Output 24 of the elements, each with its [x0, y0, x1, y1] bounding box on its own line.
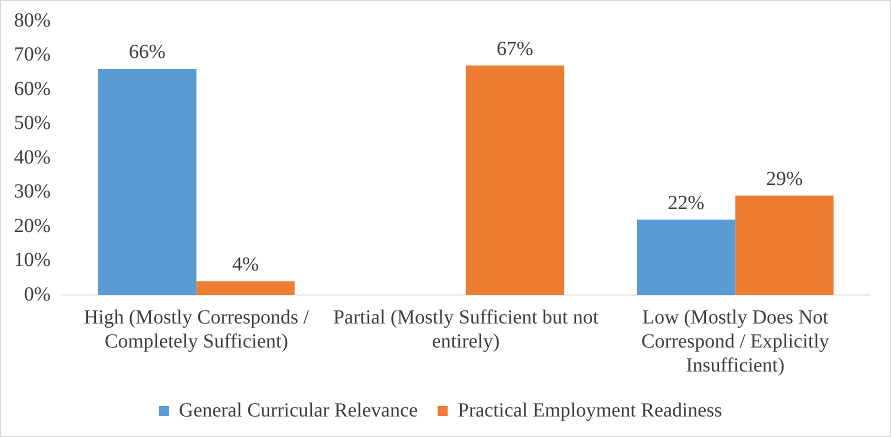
x-tick-label: High (Mostly Corresponds / Completely Sufficient): [84, 306, 310, 352]
legend-label: General Curricular Relevance: [178, 399, 418, 422]
y-tick-label: 30%: [14, 180, 51, 202]
y-tick-label: 10%: [14, 249, 51, 271]
y-tick-label: 80%: [14, 9, 51, 32]
bar: [466, 66, 564, 295]
data-label: 4%: [232, 254, 259, 276]
x-tick-label: Partial (Mostly Sufficient but not entirely): [333, 306, 599, 352]
data-label: 29%: [766, 168, 803, 190]
data-label: 67%: [496, 38, 534, 60]
y-tick-label: 20%: [14, 214, 51, 237]
bar: [196, 281, 295, 295]
y-tick-label: 60%: [14, 78, 51, 100]
legend-label: Practical Employment Readiness: [458, 399, 722, 422]
bar: [636, 220, 736, 295]
data-label: 66%: [128, 41, 166, 64]
y-tick-label: 70%: [14, 44, 51, 66]
x-tick-label: Low (Mostly Does Not Correspond / Explicitly Insufficient): [641, 306, 830, 376]
data-label: 22%: [668, 192, 704, 214]
y-tick-label: 50%: [14, 112, 51, 134]
bar: [735, 196, 834, 295]
y-tick-label: 0%: [24, 283, 51, 306]
y-tick-label: 40%: [14, 146, 51, 168]
bar: [98, 68, 196, 295]
